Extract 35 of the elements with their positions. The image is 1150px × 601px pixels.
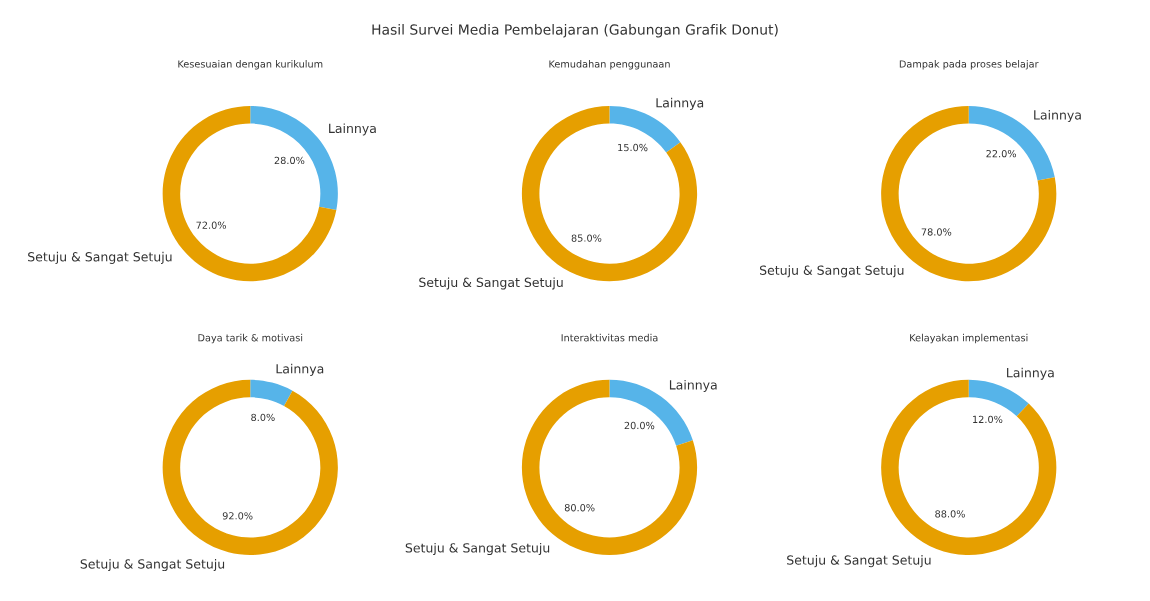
donut-slice — [968, 379, 1029, 417]
slice-label: Setuju & Sangat Setuju — [759, 265, 904, 278]
chart-title: Kemudahan penggunaan — [549, 60, 670, 70]
donut-slice — [250, 379, 293, 407]
data-label: 20.0% — [624, 421, 655, 430]
data-label: 72.0% — [196, 221, 227, 229]
data-label: 80.0% — [564, 504, 595, 512]
data-label: 88.0% — [935, 510, 965, 518]
data-label: 12.0% — [973, 415, 1003, 424]
data-label: 15.0% — [618, 143, 648, 152]
data-label: 22.0% — [986, 149, 1017, 158]
slice-label: Setuju & Sangat Setuju — [419, 277, 563, 290]
slice-label: Lainnya — [669, 379, 717, 392]
slice-label: Setuju & Sangat Setuju — [787, 555, 931, 568]
chart-title: Kesesuaian dengan kurikulum — [178, 60, 323, 70]
data-label: 85.0% — [571, 234, 602, 242]
data-label: 78.0% — [921, 228, 952, 236]
chart-title: Daya tarik & motivasi — [198, 333, 303, 344]
slice-label: Setuju & Sangat Setuju — [28, 251, 172, 264]
slice-label: Setuju & Sangat Setuju — [405, 542, 550, 556]
donut-slice — [881, 379, 1057, 556]
slice-label: Lainnya — [1007, 367, 1054, 380]
text: Hasil Survei Media Pembelajaran (Gabungan Grafik Donut) — [372, 24, 778, 38]
donut-slice — [162, 379, 338, 556]
chart-title: Interaktivitas media — [561, 333, 658, 342]
data-label: 8.0% — [251, 413, 275, 422]
slice-label: Setuju & Sangat Setuju — [80, 558, 225, 572]
slice-label: Lainnya — [1034, 109, 1081, 123]
slice-label: Lainnya — [276, 363, 324, 376]
chart-title: Dampak pada proses belajar — [899, 60, 1039, 70]
slice-label: Lainnya — [329, 123, 376, 136]
data-label: 28.0% — [274, 156, 305, 165]
data-label: 92.0% — [222, 512, 253, 520]
chart-title: Kelayakan implementasi — [910, 333, 1028, 344]
slice-label: Lainnya — [656, 97, 704, 110]
